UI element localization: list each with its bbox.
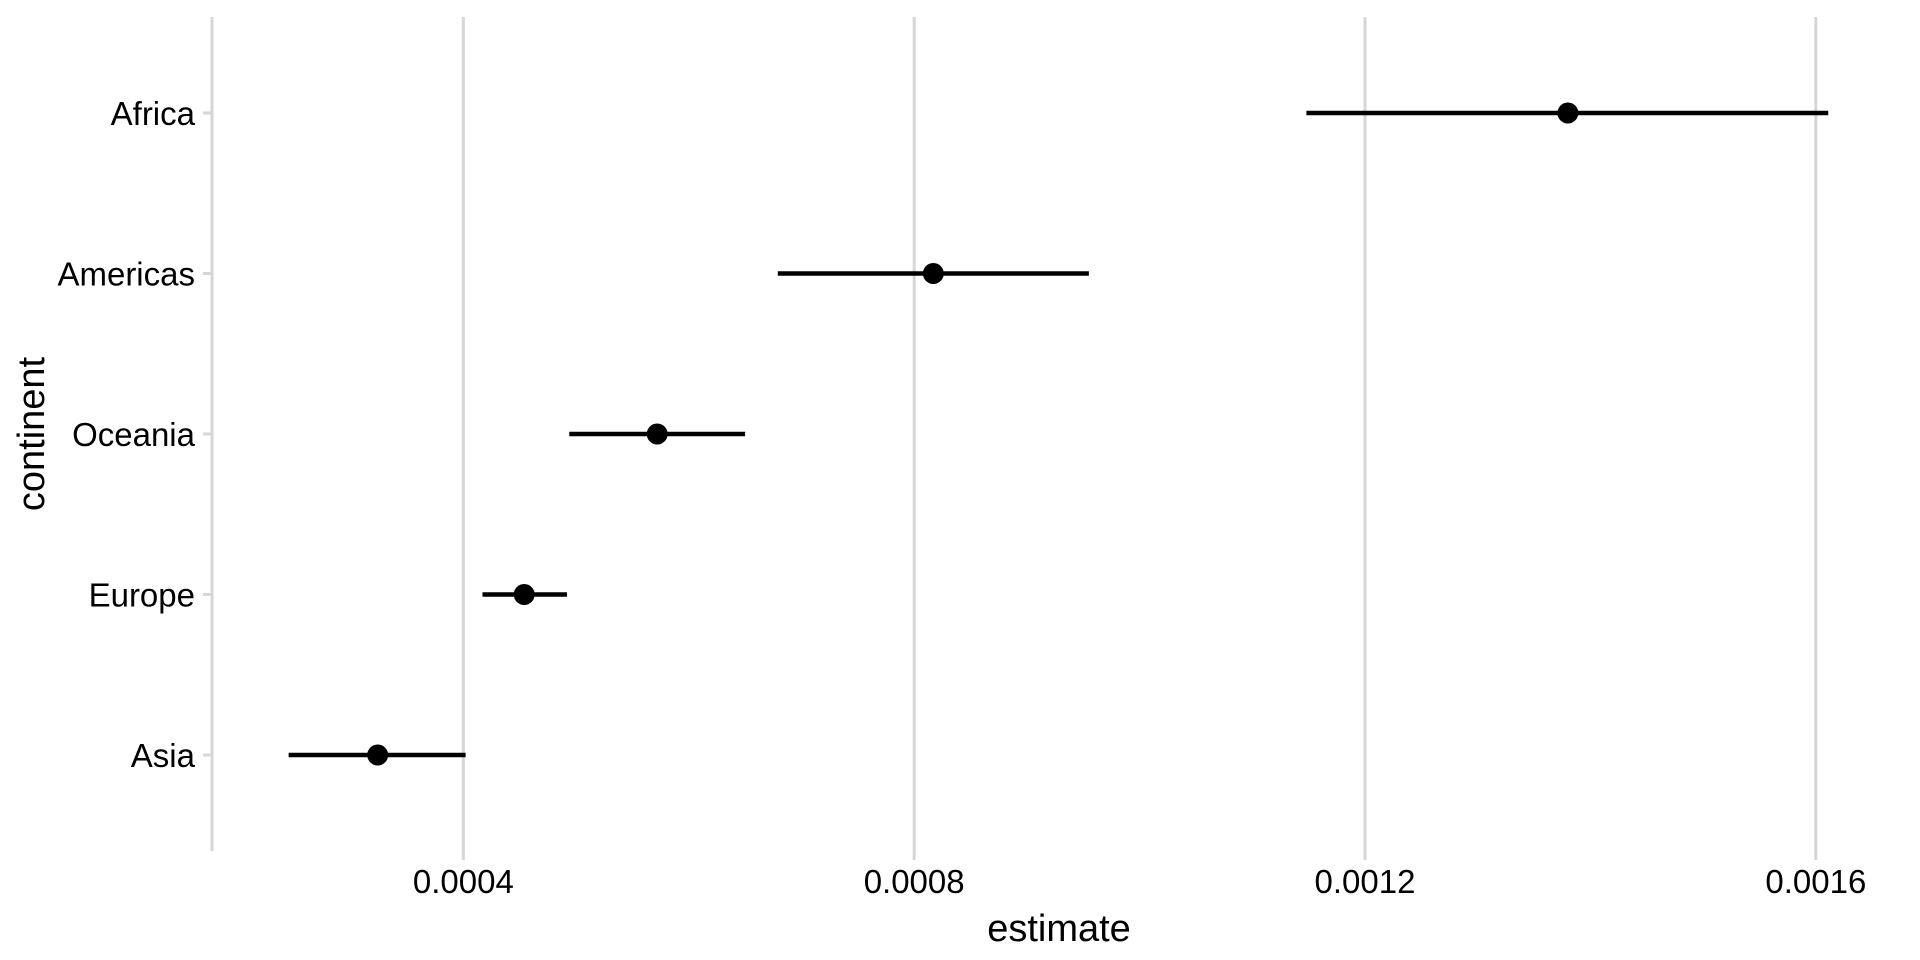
- estimate-point-Americas: [922, 263, 944, 284]
- estimate-point-Africa: [1557, 102, 1579, 124]
- x-axis-title: estimate: [987, 908, 1131, 950]
- estimate-point-Asia: [367, 744, 389, 766]
- estimate-point-Oceania: [646, 423, 668, 445]
- y-tick-label-Americas: Americas: [57, 256, 195, 293]
- x-tick-label-0.0016: 0.0016: [1765, 863, 1866, 900]
- y-tick-label-Asia: Asia: [131, 737, 196, 774]
- estimate-point-Europe: [513, 584, 535, 605]
- x-tick-label-0.0008: 0.0008: [864, 863, 965, 900]
- x-tick-label-0.0012: 0.0012: [1315, 863, 1416, 900]
- y-tick-label-Oceania: Oceania: [72, 416, 196, 453]
- y-axis-title: continent: [11, 356, 53, 512]
- y-tick-label-Africa: Africa: [111, 95, 196, 132]
- x-tick-label-0.0004: 0.0004: [413, 863, 514, 900]
- y-tick-label-Europe: Europe: [89, 577, 195, 614]
